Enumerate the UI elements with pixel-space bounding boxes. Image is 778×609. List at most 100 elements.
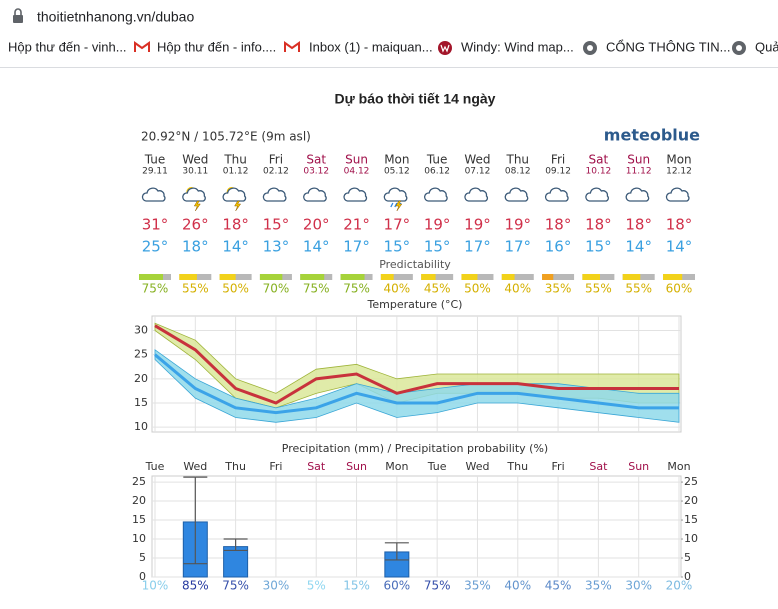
predictability-bar: [259, 274, 283, 280]
range-band: [154, 349, 680, 423]
max-temp: 20°: [303, 216, 330, 234]
x-tick-label: Thu: [224, 460, 246, 473]
bookmark[interactable]: Windy: Wind map...: [461, 39, 574, 54]
y-tick-label: 25: [132, 475, 146, 488]
bookmark[interactable]: CỔNG THÔNG TIN...: [606, 39, 730, 54]
min-temp: 25°: [142, 238, 169, 256]
cloud: [262, 187, 287, 202]
weather-icon: [383, 187, 408, 212]
y-tick-label: 0: [139, 570, 146, 583]
weather-icon: [504, 187, 529, 202]
min-temp: 17°: [464, 238, 491, 256]
day-date: 01.12: [223, 167, 249, 177]
day-date: 05.12: [384, 167, 410, 177]
bookmark[interactable]: Hộp thư đến - info....: [157, 39, 276, 54]
predictability-label: 40%: [384, 282, 411, 296]
predictability-bar-rest: [542, 274, 575, 280]
y-tick-label: 20: [132, 494, 146, 507]
predictability-bar-rest: [380, 274, 413, 280]
cloud: [625, 187, 650, 202]
cloud: [585, 187, 609, 202]
bookmark[interactable]: Hộp thư đến - vinh...: [8, 39, 127, 54]
predictability-bar: [461, 274, 478, 280]
day-date: 30.11: [182, 167, 208, 177]
day-date: 11.12: [626, 167, 652, 177]
bookmark[interactable]: Quả: [755, 39, 778, 54]
day-name: Mon: [666, 153, 691, 167]
temperature-line: [154, 353, 679, 415]
day-date: 07.12: [465, 167, 491, 177]
globe-icon: [583, 41, 597, 55]
predictability-label: 55%: [625, 282, 652, 296]
cloud: [464, 187, 489, 202]
chart-title: Precipitation (mm) / Precipitation proba…: [282, 442, 548, 455]
x-tick-label: Tue: [427, 460, 447, 473]
weather-icon: [625, 187, 650, 202]
rain: [394, 202, 398, 208]
y2-tick-label: 10: [684, 532, 698, 545]
cloud: [303, 187, 327, 202]
y-tick-label: 10: [132, 532, 146, 545]
page-title: Dự báo thời tiết 14 ngày: [335, 91, 496, 107]
weather-icon: [182, 187, 206, 212]
url[interactable]: thoitietnhanong.vn/dubao: [37, 9, 194, 25]
y-tick-label: 15: [134, 396, 148, 409]
day-name: Fri: [551, 153, 565, 167]
predictability-bar: [421, 274, 436, 280]
weather-icon: [424, 187, 448, 202]
x-tick-label: Mon: [667, 460, 690, 473]
predictability-bar: [663, 274, 683, 280]
chart-title: Temperature (°C): [367, 298, 463, 311]
windy-icon: [438, 41, 452, 55]
weather-icon: [544, 187, 569, 202]
min-temp: 13°: [263, 238, 290, 256]
x-tick-label: Mon: [385, 460, 408, 473]
y-tick-label: 15: [132, 513, 146, 526]
y-tick-label: 5: [139, 551, 146, 564]
predictability-label: 55%: [585, 282, 612, 296]
cloud: [222, 187, 247, 202]
predictability-label: 45%: [424, 282, 451, 296]
x-tick-label: Sun: [628, 460, 649, 473]
day-name: Thu: [223, 153, 247, 167]
cloud: [182, 187, 206, 202]
day-name: Fri: [269, 153, 283, 167]
weather-icon: [464, 187, 489, 202]
weather-icon: [303, 187, 327, 202]
gmail-icon: [134, 41, 150, 52]
predictability-label: 35%: [545, 282, 572, 296]
min-temp: 14°: [666, 238, 693, 256]
day-name: Mon: [384, 153, 409, 167]
day-date: 08.12: [505, 167, 531, 177]
gmail-icon: [284, 41, 300, 52]
probability-label: 45%: [545, 579, 572, 593]
x-tick-label: Tue: [145, 460, 165, 473]
y2-tick-label: 0: [684, 570, 691, 583]
probability-label: 40%: [504, 579, 531, 593]
probability-label: 35%: [585, 579, 612, 593]
predictability-bar: [380, 274, 394, 280]
error-bar: [223, 538, 248, 552]
day-name: Tue: [144, 153, 166, 167]
weather-icon: [141, 187, 166, 202]
location: 20.92°N / 105.72°E (9m asl): [141, 130, 311, 144]
predictability-bar: [300, 274, 325, 280]
globe-icon: [732, 41, 746, 55]
min-temp: 15°: [384, 238, 411, 256]
predictability-label: 50%: [222, 282, 249, 296]
predictability-bar-rest: [501, 274, 534, 280]
predictability-label: 60%: [666, 282, 693, 296]
y2-tick-label: 15: [684, 513, 698, 526]
predictability-bar: [582, 274, 600, 280]
probability-label: 30%: [263, 579, 290, 593]
bookmark[interactable]: Inbox (1) - maiquan...: [309, 39, 433, 54]
max-temp: 19°: [504, 216, 531, 234]
min-temp: 18°: [182, 238, 209, 256]
brand: meteoblue: [604, 126, 700, 145]
max-temp: 15°: [263, 216, 290, 234]
max-temp: 19°: [424, 216, 451, 234]
cloud: [383, 187, 408, 202]
